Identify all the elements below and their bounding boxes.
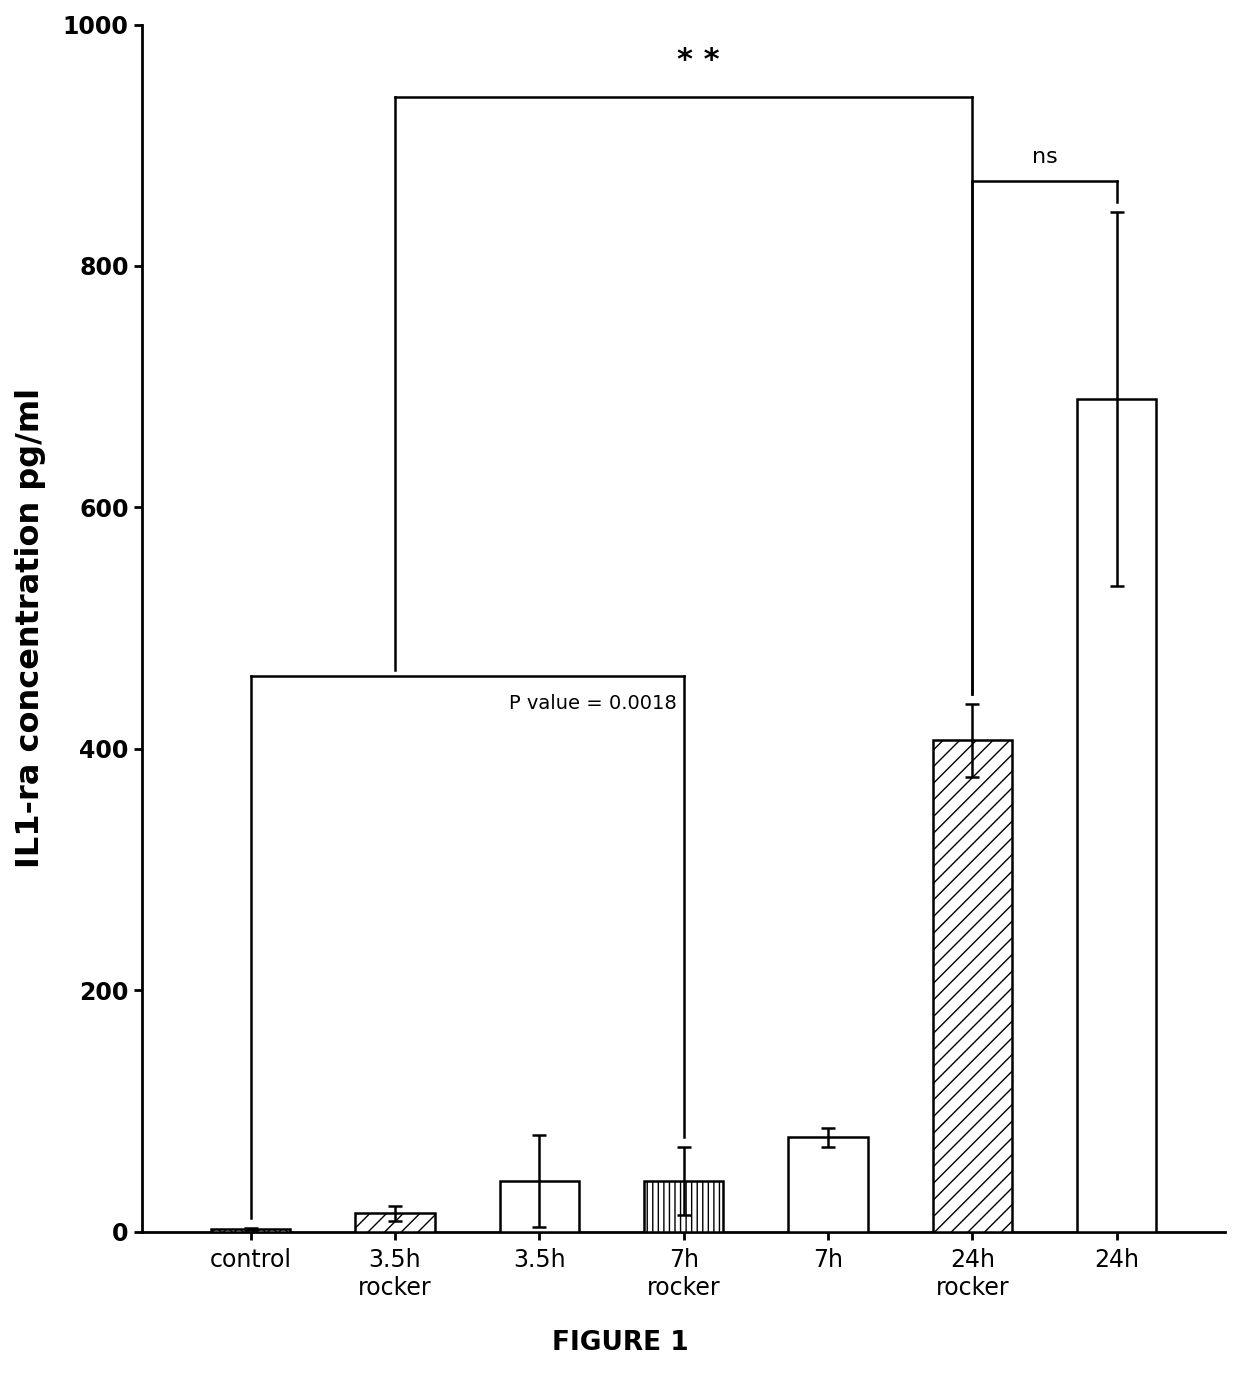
Bar — [789, 1137, 868, 1231]
Text: FIGURE 1: FIGURE 1 — [552, 1330, 688, 1356]
Text: P value = 0.0018: P value = 0.0018 — [508, 694, 677, 713]
Bar — [932, 740, 1012, 1231]
Text: ns: ns — [1032, 147, 1058, 166]
Y-axis label: IL1-ra concentration pg/ml: IL1-ra concentration pg/ml — [15, 388, 46, 869]
Bar — [644, 1181, 723, 1231]
Bar — [356, 1213, 435, 1231]
Bar — [1078, 399, 1157, 1231]
Text: * *: * * — [677, 46, 719, 76]
Bar — [500, 1181, 579, 1231]
Bar — [211, 1230, 290, 1231]
